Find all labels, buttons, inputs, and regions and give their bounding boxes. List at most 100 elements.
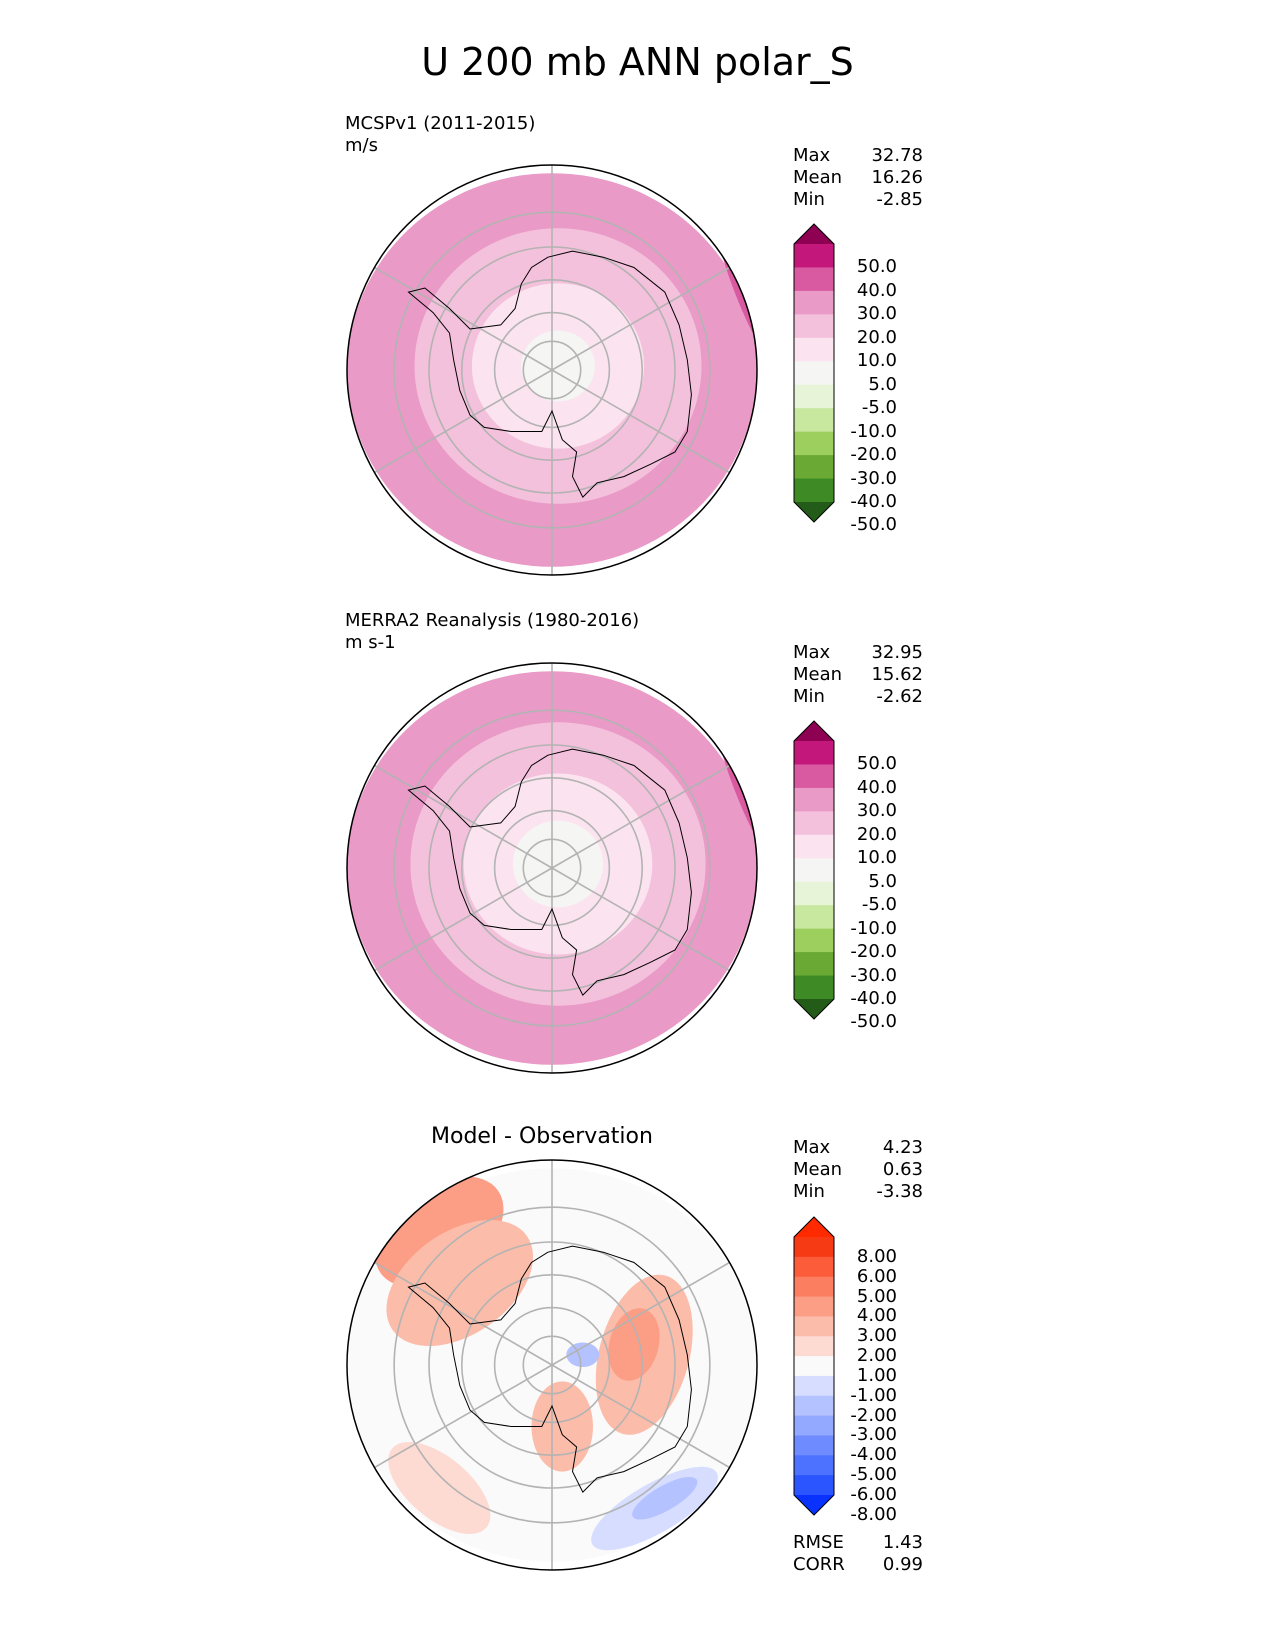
colorbar-graphic bbox=[793, 720, 835, 1020]
rmse-label: RMSE bbox=[793, 1532, 844, 1553]
colorbar-tick-label: 20.0 bbox=[856, 823, 897, 845]
stat-min-label: Min bbox=[793, 686, 825, 707]
colorbar-segment bbox=[794, 811, 834, 836]
panel-3-metrics: RMSE 1.43 CORR 0.99 bbox=[793, 1532, 923, 1576]
colorbar-extend-min bbox=[794, 999, 834, 1019]
colorbar-tick-label: -30.0 bbox=[850, 467, 897, 489]
contour-band bbox=[632, 1476, 698, 1520]
colorbar-tick-label: -20.0 bbox=[850, 444, 897, 466]
stat-mean-label: Mean bbox=[793, 664, 843, 685]
rmse-value: 1.43 bbox=[882, 1532, 923, 1553]
colorbar-tick-label: 5.0 bbox=[868, 870, 897, 892]
meridian-gridline bbox=[551, 1261, 730, 1366]
colorbar-tick-label: -2.00 bbox=[850, 1404, 897, 1426]
panel-3-polar-map bbox=[346, 1159, 758, 1571]
colorbar-extend-max bbox=[794, 721, 834, 741]
colorbar-tick-label: 8.00 bbox=[856, 1245, 897, 1267]
panel-2-polar-map bbox=[346, 662, 758, 1074]
colorbar-tick-label: 3.00 bbox=[856, 1325, 897, 1347]
stat-min-label: Min bbox=[793, 1181, 825, 1202]
colorbar-tick-label: 20.0 bbox=[856, 326, 897, 348]
corr-label: CORR bbox=[793, 1554, 845, 1575]
colorbar-segment bbox=[794, 905, 834, 930]
stat-max-value: 4.23 bbox=[882, 1137, 923, 1158]
meridian-gridline bbox=[551, 266, 730, 371]
colorbar-tick-label: 50.0 bbox=[856, 256, 897, 278]
colorbar-extend-min bbox=[794, 1495, 834, 1515]
antarctica-coastline bbox=[407, 250, 692, 498]
colorbar-segment bbox=[794, 1256, 834, 1278]
colorbar-segment bbox=[794, 975, 834, 1000]
stat-min-value: -2.85 bbox=[876, 189, 923, 210]
panel-1-polar-map bbox=[346, 164, 758, 576]
colorbar-segment bbox=[794, 928, 834, 953]
colorbar-tick-label: -50.0 bbox=[850, 1011, 897, 1033]
stat-max-value: 32.78 bbox=[871, 145, 923, 166]
contour-band bbox=[388, 1441, 491, 1535]
panel-3-title: Model - Observation bbox=[431, 1124, 653, 1149]
colorbar-tick-label: -1.00 bbox=[850, 1384, 897, 1406]
colorbar-outline bbox=[793, 720, 835, 1020]
colorbar-tick-label: -20.0 bbox=[850, 941, 897, 963]
meridian-gridline bbox=[374, 266, 553, 371]
colorbar-segment bbox=[794, 361, 834, 386]
panel-3-stats: Max 4.23 Mean 0.63 Min -3.38 bbox=[793, 1137, 923, 1203]
panel-2-stats: Max 32.95 Mean 15.62 Min -2.62 bbox=[793, 642, 923, 708]
colorbar-tick-label: -8.00 bbox=[850, 1503, 897, 1525]
meridian-gridline bbox=[374, 369, 553, 474]
colorbar-segment bbox=[794, 1415, 834, 1436]
colorbar-graphic bbox=[793, 1216, 835, 1516]
stat-mean-value: 0.63 bbox=[882, 1159, 923, 1180]
contour-band bbox=[566, 1342, 600, 1368]
colorbar-graphic bbox=[793, 223, 835, 523]
colorbar-segment bbox=[794, 881, 834, 906]
stat-max-value: 32.95 bbox=[871, 642, 923, 663]
colorbar-outline bbox=[793, 223, 835, 523]
panel-2-colorbar: 50.0 40.0 30.0 20.0 10.0 5.0 -5.0 -10.0 -20.0 -30… bbox=[793, 720, 953, 1031]
colorbar-tick-label: 5.00 bbox=[856, 1285, 897, 1307]
contour-band bbox=[531, 1381, 593, 1472]
colorbar-segment bbox=[794, 290, 834, 315]
colorbar-segment bbox=[794, 834, 834, 859]
colorbar-segment bbox=[794, 1296, 834, 1317]
colorbar-tick-label: 4.00 bbox=[856, 1305, 897, 1327]
colorbar-segment bbox=[794, 1356, 834, 1377]
colorbar-tick-label: -3.00 bbox=[850, 1424, 897, 1446]
panel-3-colorbar: 8.00 6.00 5.00 4.00 3.00 2.00 1.00 -1.00 -2.00 -3… bbox=[793, 1216, 953, 1523]
colorbar-segment bbox=[794, 431, 834, 456]
colorbar-tick-label: -6.00 bbox=[850, 1484, 897, 1505]
colorbar-segment bbox=[794, 1395, 834, 1417]
colorbar-segment bbox=[794, 1455, 834, 1476]
map-boundary bbox=[346, 1159, 758, 1571]
colorbar-tick-label: -5.00 bbox=[850, 1464, 897, 1486]
colorbar-segment bbox=[794, 1276, 834, 1298]
stat-mean-value: 15.62 bbox=[871, 664, 923, 685]
colorbar-tick-label: 5.0 bbox=[868, 373, 897, 395]
map-boundary bbox=[346, 164, 758, 576]
panel-1-units: m/s bbox=[345, 135, 378, 156]
stat-min-label: Min bbox=[793, 189, 825, 210]
colorbar-segment bbox=[794, 408, 834, 433]
colorbar-segment bbox=[794, 267, 834, 292]
colorbar-tick-label: 2.00 bbox=[856, 1345, 897, 1367]
meridian-gridline bbox=[374, 867, 553, 972]
colorbar-tick-label: -5.0 bbox=[861, 397, 897, 419]
meridian-gridline bbox=[551, 369, 730, 474]
stat-max-label: Max bbox=[793, 642, 831, 663]
colorbar-segment bbox=[794, 1316, 834, 1337]
stat-mean-label: Mean bbox=[793, 1159, 843, 1180]
panel-1-stats: Max 32.78 Mean 16.26 Min -2.85 bbox=[793, 145, 923, 211]
colorbar-segment bbox=[794, 952, 834, 977]
colorbar-segment bbox=[794, 1475, 834, 1496]
panel-1-colorbar: 50.0 40.0 30.0 20.0 10.0 5.0 -5.0 -10.0 -20.0 -30… bbox=[793, 223, 953, 534]
stat-max-label: Max bbox=[793, 145, 831, 166]
colorbar-segment bbox=[794, 1336, 834, 1357]
corr-value: 0.99 bbox=[882, 1554, 923, 1575]
antarctica-coastline bbox=[407, 1245, 692, 1493]
colorbar-extend-max bbox=[794, 224, 834, 244]
colorbar-extend-max bbox=[794, 1217, 834, 1237]
antarctica-coastline bbox=[407, 748, 692, 996]
colorbar-segment bbox=[794, 337, 834, 362]
colorbar-outline bbox=[793, 1216, 835, 1516]
colorbar-tick-label: -40.0 bbox=[850, 491, 897, 512]
